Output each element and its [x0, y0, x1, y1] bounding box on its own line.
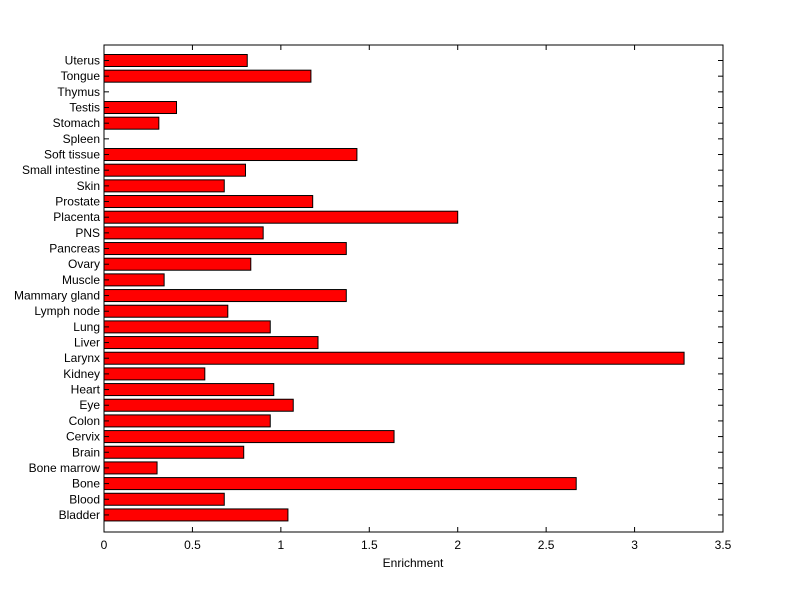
bar-eye — [103, 398, 294, 412]
y-tick-label-prostate: Prostate — [55, 195, 100, 209]
bar-kidney — [103, 367, 206, 381]
bar-pns — [103, 226, 264, 240]
bar-muscle — [103, 273, 165, 287]
bar-cervix — [103, 430, 395, 444]
x-axis-label: Enrichment — [383, 556, 444, 570]
y-tick-label-pancreas: Pancreas — [49, 242, 100, 256]
y-tick-label-tongue: Tongue — [61, 69, 101, 83]
y-tick-label-lung: Lung — [73, 320, 100, 334]
y-tick-label-placenta: Placenta — [53, 210, 100, 224]
y-tick-label-thymus: Thymus — [57, 85, 100, 99]
y-tick-label-muscle: Muscle — [62, 273, 100, 287]
y-tick-label-pns: PNS — [75, 226, 100, 240]
y-tick-label-kidney: Kidney — [63, 367, 100, 381]
y-tick-label-bone: Bone — [72, 477, 100, 491]
y-tick-label-lymph-node: Lymph node — [34, 304, 100, 318]
bar-brain — [103, 445, 245, 459]
bar-ovary — [103, 257, 252, 271]
y-tick-label-testis: Testis — [69, 101, 100, 115]
bar-testis — [103, 101, 178, 115]
bar-heart — [103, 383, 275, 397]
bar-colon — [103, 414, 271, 428]
x-tick-label: 2.5 — [538, 538, 555, 552]
y-tick-label-bladder: Bladder — [59, 508, 100, 522]
x-tick-label: 0.5 — [184, 538, 201, 552]
bar-tongue — [103, 69, 312, 83]
bar-soft-tissue — [103, 148, 358, 162]
y-tick-label-heart: Heart — [71, 383, 101, 397]
y-tick-label-spleen: Spleen — [63, 132, 100, 146]
bar-bone-marrow — [103, 461, 158, 475]
x-tick-label: 0 — [101, 538, 108, 552]
bar-pancreas — [103, 242, 347, 256]
y-tick-label-liver: Liver — [74, 336, 100, 350]
bar-larynx — [103, 351, 685, 365]
y-tick-label-cervix: Cervix — [66, 430, 100, 444]
bar-blood — [103, 492, 225, 506]
x-tick-label: 1 — [278, 538, 285, 552]
bar-skin — [103, 179, 225, 193]
y-tick-label-small-intestine: Small intestine — [22, 163, 100, 177]
y-tick-label-larynx: Larynx — [64, 351, 100, 365]
y-tick-label-bone-marrow: Bone marrow — [29, 461, 101, 475]
bar-lymph-node — [103, 304, 229, 318]
y-tick-label-mammary-gland: Mammary gland — [14, 289, 100, 303]
plot-frame — [103, 44, 724, 533]
y-tick-label-brain: Brain — [72, 445, 100, 459]
y-tick-label-ovary: Ovary — [68, 257, 100, 271]
bar-bladder — [103, 508, 289, 522]
bar-placenta — [103, 210, 459, 224]
y-tick-label-skin: Skin — [77, 179, 100, 193]
bar-lung — [103, 320, 271, 334]
x-tick-label: 3 — [631, 538, 638, 552]
bar-prostate — [103, 195, 314, 209]
x-tick-label: 1.5 — [361, 538, 378, 552]
bar-liver — [103, 336, 319, 350]
plot-area — [104, 45, 723, 532]
y-tick-label-soft-tissue: Soft tissue — [44, 148, 100, 162]
bar-uterus — [103, 54, 248, 67]
y-tick-label-colon: Colon — [69, 414, 100, 428]
y-tick-label-blood: Blood — [69, 492, 100, 506]
x-tick-label: 3.5 — [715, 538, 732, 552]
bar-stomach — [103, 116, 160, 130]
y-tick-label-stomach: Stomach — [53, 116, 100, 130]
x-tick-label: 2 — [454, 538, 461, 552]
bar-small-intestine — [103, 163, 246, 177]
y-tick-label-eye: Eye — [79, 398, 100, 412]
bar-mammary-gland — [103, 289, 347, 303]
y-tick-label-uterus: Uterus — [65, 54, 100, 68]
x-axis-ticks: 0 0.5 1 1.5 2 2.5 3 3.5 — [101, 45, 732, 552]
bar-bone — [103, 477, 577, 491]
